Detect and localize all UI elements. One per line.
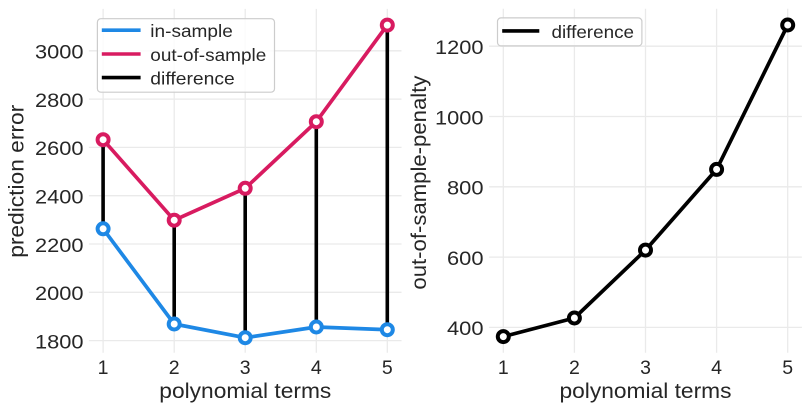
svg-text:out-of-sample-penalty: out-of-sample-penalty: [408, 75, 431, 290]
svg-text:4: 4: [711, 357, 722, 379]
svg-text:3000: 3000: [35, 42, 84, 64]
svg-text:5: 5: [782, 357, 793, 379]
svg-text:1: 1: [98, 357, 109, 379]
svg-text:1800: 1800: [35, 331, 84, 353]
svg-text:2: 2: [169, 357, 180, 379]
svg-text:2: 2: [569, 357, 580, 379]
svg-text:polynomial terms: polynomial terms: [159, 380, 331, 403]
svg-text:4: 4: [311, 357, 322, 379]
svg-text:difference: difference: [150, 69, 235, 89]
svg-text:out-of-sample: out-of-sample: [150, 45, 266, 65]
svg-text:polynomial terms: polynomial terms: [560, 380, 732, 403]
svg-text:5: 5: [382, 357, 393, 379]
svg-text:2000: 2000: [35, 283, 84, 305]
svg-text:1: 1: [498, 357, 509, 379]
svg-text:in-sample: in-sample: [150, 21, 233, 41]
svg-text:1200: 1200: [435, 37, 484, 59]
svg-text:difference: difference: [552, 22, 635, 42]
svg-text:600: 600: [447, 248, 484, 270]
svg-text:3: 3: [240, 357, 251, 379]
svg-text:800: 800: [447, 178, 484, 200]
svg-text:2200: 2200: [35, 235, 84, 257]
svg-text:2400: 2400: [35, 187, 84, 209]
svg-text:2800: 2800: [35, 90, 84, 112]
svg-text:1000: 1000: [435, 107, 484, 129]
svg-text:2600: 2600: [35, 138, 84, 160]
svg-text:400: 400: [447, 318, 484, 340]
svg-text:prediction error: prediction error: [5, 105, 28, 258]
svg-text:3: 3: [640, 357, 651, 379]
